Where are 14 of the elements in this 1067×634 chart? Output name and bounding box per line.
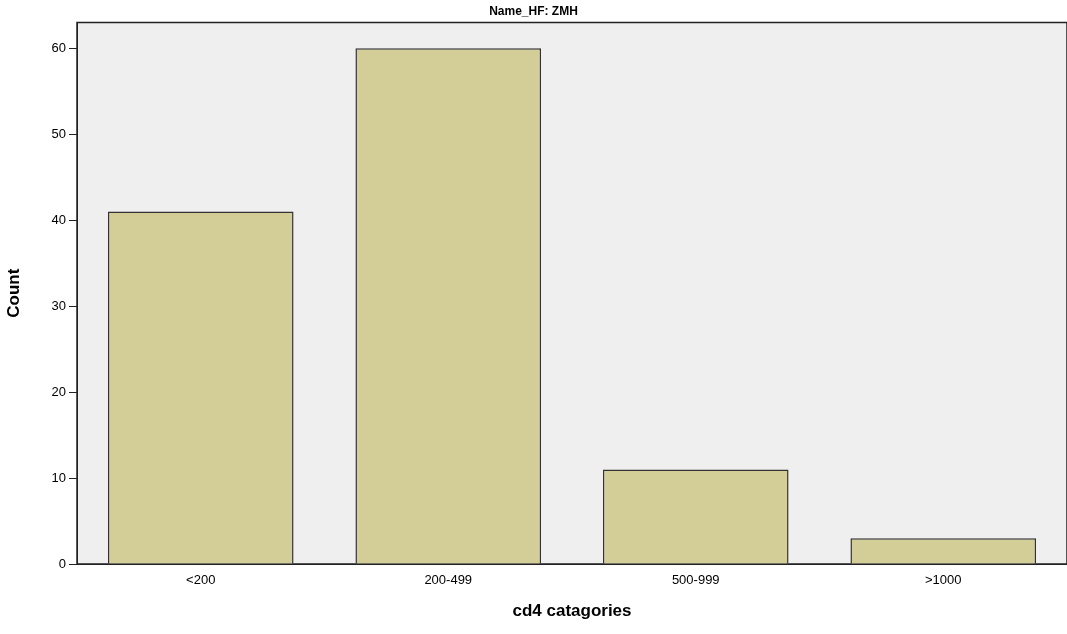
y-tick-label: 40 (51, 211, 66, 227)
y-tick-label: 60 (51, 39, 66, 55)
x-tick-label: >1000 (924, 572, 962, 588)
x-axis-title: cd4 catagories (512, 601, 632, 621)
y-tick-label: 0 (58, 555, 66, 571)
x-tick-label: <200 (186, 572, 216, 588)
y-tick-label: 50 (51, 125, 66, 141)
y-tick-label: 10 (51, 469, 66, 485)
y-tick-label: 20 (51, 383, 66, 399)
y-tick-label: 30 (51, 297, 66, 313)
chart-title: Name_HF: ZMH (489, 3, 578, 18)
x-tick-label: 200-499 (424, 572, 473, 588)
x-tick-label: 500-999 (671, 572, 720, 588)
y-axis-title: Count (3, 268, 23, 318)
